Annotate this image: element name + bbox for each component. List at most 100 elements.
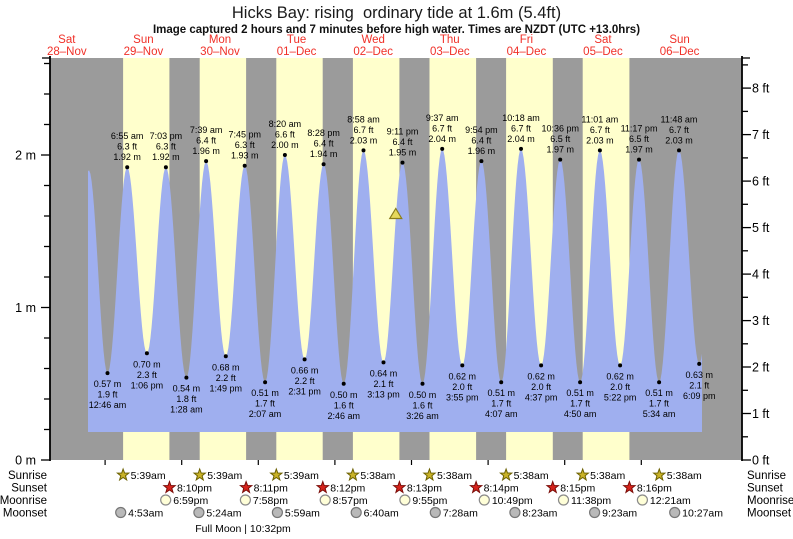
high-tide-time: 9:11 pm — [387, 127, 419, 137]
y-axis-right-label: 5 ft — [752, 221, 770, 235]
moonset-icon — [115, 506, 127, 519]
almanac-time: 6:40am — [364, 507, 399, 519]
high-tide-m: 2.04 m — [428, 134, 456, 144]
y-axis-left-label: 0 m — [15, 454, 36, 468]
low-tide-ft: 2.1 ft — [373, 379, 394, 389]
almanac-time: 5:39am — [207, 470, 242, 482]
tide-point-dot — [657, 380, 662, 385]
tide-curve — [88, 149, 702, 432]
day-label-dow: Tue — [287, 34, 306, 46]
low-tide-time: 1:06 pm — [131, 380, 164, 390]
low-tide-m: 0.51 m — [645, 388, 673, 398]
low-tide-time: 3:13 pm — [367, 389, 400, 399]
low-tide-m: 0.50 m — [330, 390, 358, 400]
day-label-date: 05–Dec — [583, 46, 623, 58]
day-label-dow: Fri — [520, 34, 533, 46]
high-tide-time: 7:03 pm — [150, 131, 183, 141]
page-title: Hicks Bay: rising ordinary tide at 1.6m … — [231, 4, 562, 22]
almanac-time: 10:49pm — [492, 495, 533, 507]
low-tide-ft: 1.6 ft — [334, 400, 355, 410]
sunrise-icon — [652, 467, 667, 482]
tide-point-dot — [302, 357, 307, 362]
high-tide-time: 6:55 am — [111, 131, 144, 141]
y-axis-right-label: 8 ft — [752, 82, 770, 96]
low-tide-m: 0.68 m — [212, 362, 240, 372]
moonrise-icon — [399, 494, 411, 506]
low-tide-time: 3:26 am — [406, 411, 439, 421]
almanac-time: 8:16pm — [637, 482, 672, 494]
almanac-row-label-right: Sunrise — [747, 470, 786, 482]
day-label-dow: Sun — [133, 34, 153, 46]
low-tide-time: 5:34 am — [643, 409, 676, 419]
tide-point-dot — [381, 360, 386, 365]
tide-point-dot — [105, 371, 110, 376]
tide-point-dot — [637, 157, 641, 162]
low-tide-m: 0.66 m — [291, 365, 319, 375]
tide-point-dot — [440, 146, 445, 151]
sunrise-icon — [192, 467, 207, 482]
high-tide-time: 10:18 am — [502, 113, 540, 123]
almanac-time: 8:23am — [522, 507, 557, 519]
tide-point-dot — [499, 380, 504, 385]
high-tide-ft: 6.7 ft — [669, 125, 690, 135]
high-tide-m: 1.97 m — [546, 145, 574, 155]
almanac-time: 9:55pm — [412, 495, 447, 507]
low-tide-ft: 1.7 ft — [491, 399, 512, 409]
day-label-dow: Sun — [669, 34, 689, 46]
tide-point-dot — [697, 361, 702, 366]
moonrise-icon — [160, 494, 172, 506]
high-tide-ft: 6.7 ft — [590, 125, 611, 135]
tide-point-dot — [361, 148, 366, 153]
low-tide-m: 0.54 m — [173, 384, 201, 394]
almanac-row-label-left: Moonrise — [0, 495, 47, 507]
almanac-time: 5:38am — [667, 470, 702, 482]
tide-point-dot — [163, 165, 168, 170]
low-tide-time: 12:46 am — [89, 400, 127, 410]
y-axis-left-label: 1 m — [15, 301, 36, 315]
tide-point-dot — [519, 146, 523, 151]
low-tide-ft: 1.7 ft — [570, 399, 591, 409]
almanac-row-label-right: Moonset — [747, 508, 792, 520]
almanac-row-label-right: Moonrise — [747, 495, 793, 507]
high-tide-time: 11:48 am — [661, 114, 698, 124]
moonset-icon — [588, 506, 601, 519]
high-tide-m: 1.92 m — [113, 152, 141, 162]
almanac-time: 5:38am — [590, 470, 625, 482]
high-tide-m: 1.94 m — [310, 149, 338, 159]
low-tide-time: 1:28 am — [170, 405, 203, 415]
low-tide-time: 5:22 pm — [604, 392, 637, 402]
high-tide-annotations: 6:55 am6.3 ft1.92 m7:03 pm6.3 ft1.92 m7:… — [111, 113, 698, 170]
low-tide-m: 0.51 m — [566, 388, 594, 398]
high-tide-ft: 6.5 ft — [550, 134, 571, 144]
chart-subtitle: Image captured 2 hours and 7 minutes bef… — [152, 24, 641, 36]
almanac-time: 8:11pm — [254, 482, 288, 494]
almanac-time: 8:13pm — [407, 482, 442, 494]
sunrise-icon — [116, 467, 131, 482]
high-tide-m: 2.03 m — [665, 135, 693, 145]
y-axis-right-label: 3 ft — [752, 314, 770, 328]
almanac-time: 5:39am — [284, 470, 319, 482]
almanac-time: 5:38am — [437, 470, 472, 482]
almanac-time: 5:24am — [206, 507, 241, 519]
almanac-row-label-left: Sunset — [11, 483, 48, 495]
low-tide-m: 0.62 m — [606, 371, 634, 381]
almanac-time: 7:58pm — [253, 495, 288, 507]
almanac-row-label-left: Moonset — [3, 508, 48, 520]
tide-point-dot — [223, 354, 228, 359]
sunset-icon — [469, 480, 484, 494]
y-axis-right-label: 2 ft — [752, 361, 770, 375]
low-tide-time: 4:07 am — [485, 409, 518, 419]
almanac-time: 5:59am — [285, 507, 320, 519]
y-axis-right-label: 1 ft — [752, 407, 770, 421]
almanac-time: 8:14pm — [484, 482, 519, 494]
sunrise-icon — [345, 467, 360, 482]
y-axis-right-label: 4 ft — [752, 268, 770, 282]
tide-point-dot — [460, 363, 465, 368]
low-tide-ft: 1.6 ft — [412, 400, 433, 410]
y-axis-right-label: 0 ft — [752, 454, 770, 468]
moonset-icon — [669, 506, 681, 519]
high-tide-ft: 6.3 ft — [235, 140, 256, 150]
tide-point-dot — [400, 160, 405, 165]
